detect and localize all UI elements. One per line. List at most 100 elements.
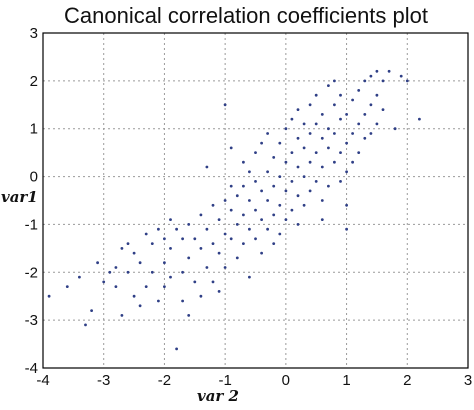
data-point [357, 122, 361, 126]
data-point [320, 165, 324, 169]
data-point [199, 213, 203, 217]
data-point [375, 122, 379, 126]
data-point [242, 242, 245, 246]
data-point [120, 314, 124, 317]
data-point [47, 294, 51, 298]
data-point [278, 175, 282, 179]
data-point [199, 294, 203, 298]
data-point [248, 170, 251, 174]
data-point [120, 247, 124, 250]
data-point [217, 251, 221, 255]
data-point [399, 74, 403, 78]
data-point [254, 180, 257, 183]
data-point [211, 242, 215, 246]
x-axis-label: var 2 [197, 387, 239, 405]
data-point [278, 203, 282, 207]
data-point [126, 242, 130, 246]
y-tick-label: 3 [30, 25, 38, 42]
data-point [260, 251, 263, 255]
x-tick-label: -3 [97, 372, 110, 389]
y-tick-labels: -4 -3 -2 -1 0 1 2 3 [25, 25, 38, 377]
data-point [211, 203, 215, 207]
data-point [375, 93, 379, 97]
data-point [163, 237, 166, 241]
data-point [254, 151, 257, 155]
x-tick-label: -1 [218, 372, 231, 389]
data-point [175, 227, 179, 231]
data-point [223, 103, 227, 107]
data-point [363, 113, 367, 116]
data-point [254, 208, 257, 212]
data-point [296, 165, 300, 169]
data-point [345, 170, 348, 174]
data-point [290, 180, 294, 183]
data-point [363, 79, 367, 83]
data-point [260, 141, 263, 145]
data-point [418, 117, 421, 121]
data-point [272, 184, 276, 188]
data-point [242, 160, 245, 164]
data-point [205, 165, 209, 169]
data-point [339, 93, 342, 97]
data-point [375, 69, 379, 73]
data-point [296, 136, 300, 140]
data-point [211, 280, 215, 284]
y-tick-label: -1 [25, 216, 38, 233]
data-point [333, 79, 336, 83]
data-point [254, 237, 257, 241]
data-point [320, 136, 324, 140]
y-tick-label: 2 [30, 73, 38, 90]
data-point [235, 223, 239, 226]
data-point [302, 146, 306, 150]
data-point [157, 227, 160, 231]
data-point [90, 309, 93, 312]
x-tick-label: -4 [36, 372, 49, 389]
data-point [314, 151, 318, 155]
data-point [169, 247, 172, 250]
data-point [284, 127, 288, 131]
data-point [102, 280, 106, 284]
y-tick-label: 0 [30, 169, 38, 186]
data-point [84, 323, 87, 327]
data-point [266, 132, 269, 135]
x-tick-label: 0 [282, 372, 290, 389]
data-point [187, 256, 191, 260]
data-point [345, 203, 348, 207]
data-point [284, 160, 288, 164]
data-point [229, 237, 233, 241]
data-point [96, 261, 99, 265]
x-tick-label: -2 [158, 372, 171, 389]
data-point [314, 180, 318, 183]
data-point [327, 84, 330, 87]
data-point [229, 208, 233, 212]
data-point [199, 247, 203, 250]
data-point [393, 127, 397, 131]
data-point [108, 270, 112, 274]
data-point [327, 127, 330, 131]
data-point [381, 108, 385, 111]
data-point [260, 218, 263, 222]
data-point [242, 184, 245, 188]
data-point [357, 89, 361, 92]
data-point [248, 227, 251, 231]
data-point [363, 136, 367, 140]
data-point [138, 304, 142, 308]
data-point [405, 79, 409, 83]
data-point [235, 194, 239, 198]
data-point [126, 270, 130, 274]
data-point [320, 113, 324, 116]
data-point [296, 108, 300, 111]
data-point [369, 103, 373, 107]
data-point [248, 199, 251, 202]
data-point [290, 208, 294, 212]
data-point [345, 141, 348, 145]
data-point [339, 180, 342, 183]
y-tick-label: -4 [25, 360, 38, 377]
data-point [333, 132, 336, 135]
data-point [175, 347, 179, 351]
data-point [229, 184, 233, 188]
data-point [169, 218, 172, 222]
y-tick-label: -3 [25, 312, 38, 329]
data-point [163, 261, 166, 265]
